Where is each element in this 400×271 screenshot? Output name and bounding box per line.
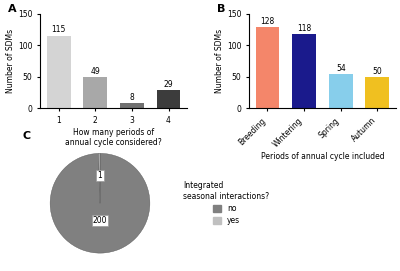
Wedge shape bbox=[50, 153, 150, 253]
Text: B: B bbox=[216, 4, 225, 14]
Text: 1: 1 bbox=[98, 171, 102, 180]
Text: 118: 118 bbox=[297, 24, 311, 33]
Bar bbox=[366, 77, 389, 108]
Text: 115: 115 bbox=[52, 25, 66, 34]
Y-axis label: Number of SDMs: Number of SDMs bbox=[215, 29, 224, 93]
Bar bbox=[47, 36, 70, 108]
Text: C: C bbox=[23, 131, 31, 141]
Bar bbox=[120, 103, 144, 108]
Bar bbox=[83, 78, 107, 108]
Bar bbox=[329, 74, 353, 108]
Y-axis label: Number of SDMs: Number of SDMs bbox=[6, 29, 15, 93]
Text: 200: 200 bbox=[93, 216, 107, 225]
Bar bbox=[157, 90, 180, 108]
Text: 49: 49 bbox=[90, 67, 100, 76]
Legend: no, yes: no, yes bbox=[181, 179, 272, 227]
Text: 50: 50 bbox=[372, 66, 382, 76]
Text: 54: 54 bbox=[336, 64, 346, 73]
Text: 29: 29 bbox=[164, 80, 173, 89]
Text: 8: 8 bbox=[130, 93, 134, 102]
X-axis label: How many periods of
annual cycle considered?: How many periods of annual cycle conside… bbox=[65, 128, 162, 147]
X-axis label: Periods of annual cycle included: Periods of annual cycle included bbox=[261, 152, 384, 161]
Bar bbox=[292, 34, 316, 108]
Text: A: A bbox=[8, 4, 16, 14]
Wedge shape bbox=[98, 153, 100, 203]
Bar bbox=[256, 27, 279, 108]
Text: 128: 128 bbox=[260, 17, 275, 26]
